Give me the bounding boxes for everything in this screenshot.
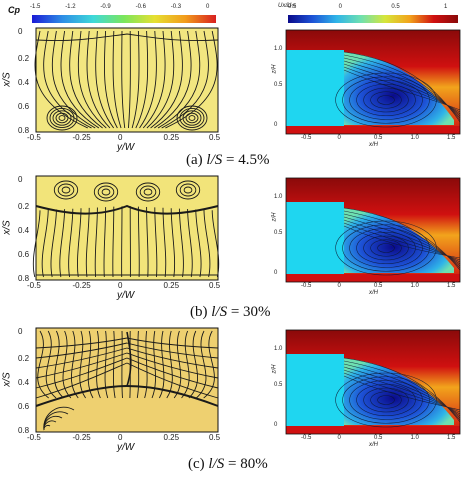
field-y-tick-label: 1.0 xyxy=(274,194,283,200)
cp-colorbar-label: Cp xyxy=(8,5,20,15)
caption-value: = 30% xyxy=(230,304,271,320)
field-y-tick-label: 0.5 xyxy=(274,230,283,236)
cp-colorbar xyxy=(32,15,216,23)
colorbar-tick-label: -0.6 xyxy=(135,4,146,10)
surface-x-tick-label: 0.5 xyxy=(209,281,221,290)
surface-y-tick-label: 0.8 xyxy=(18,274,30,283)
field-x-axis-label: x/H xyxy=(369,442,378,448)
colorbar-tick-label: 0 xyxy=(338,4,342,10)
surface-x-tick-label: -0.25 xyxy=(72,133,91,142)
surface-x-tick-label: -0.25 xyxy=(72,281,91,290)
surface-y-tick-label: 0.2 xyxy=(18,54,30,63)
surface-y-tick-label: 0.6 xyxy=(18,250,30,259)
colorbar-tick-label: 0.5 xyxy=(391,4,400,10)
field-x-tick-label: -0.5 xyxy=(301,283,312,289)
caption-variable: l/S xyxy=(211,304,228,320)
field-x-tick-label: 1.5 xyxy=(447,283,456,289)
surface-y-tick-label: 0 xyxy=(18,327,23,336)
surface-y-tick-label: 0.8 xyxy=(18,426,30,435)
surface-x-tick-label: -0.5 xyxy=(27,133,41,142)
field-x-tick-label: 0 xyxy=(337,435,341,441)
surface-y-tick-label: 0.4 xyxy=(18,378,30,387)
field-x-axis-label: x/H xyxy=(369,142,378,148)
colorbar-tick-label: -1.2 xyxy=(65,4,76,10)
surface-streamline-plot xyxy=(35,327,219,433)
caption-label: (b) xyxy=(190,304,212,320)
surface-y-tick-label: 0.4 xyxy=(18,226,30,235)
surface-x-axis-label: y/W xyxy=(117,142,135,153)
surface-y-tick-label: 0.2 xyxy=(18,202,30,211)
surface-x-tick-label: 0 xyxy=(118,433,123,442)
surface-y-tick-label: 0.6 xyxy=(18,402,30,411)
field-y-tick-label: 0 xyxy=(274,122,278,128)
field-y-tick-label: 0.5 xyxy=(274,82,283,88)
surface-x-tick-label: 0.5 xyxy=(209,433,221,442)
surface-y-axis-label: x/S xyxy=(1,72,13,87)
surface-y-tick-label: 0 xyxy=(18,27,23,36)
caption-label: (c) xyxy=(188,456,209,472)
surface-x-tick-label: 0.25 xyxy=(163,133,180,142)
surface-y-tick-label: 0.2 xyxy=(18,354,30,363)
surface-x-axis-label: y/W xyxy=(117,442,135,453)
ux-colorbar-label: Ux/U∞ xyxy=(278,3,296,9)
field-y-axis-label: z/H xyxy=(271,212,278,222)
surface-y-tick-label: 0.4 xyxy=(18,78,30,87)
field-x-tick-label: 0.5 xyxy=(374,283,383,289)
field-x-tick-label: 1.0 xyxy=(410,435,419,441)
field-x-tick-label: 0.5 xyxy=(374,135,383,141)
field-x-tick-label: 1.0 xyxy=(410,135,419,141)
surface-x-tick-label: -0.5 xyxy=(27,281,41,290)
field-x-tick-label: -0.5 xyxy=(301,135,312,141)
caption-label: (a) xyxy=(186,152,207,168)
surface-x-tick-label: 0 xyxy=(118,133,123,142)
surface-x-tick-label: 0.5 xyxy=(209,133,221,142)
colorbar-tick-label: -0.5 xyxy=(286,4,297,10)
caption-variable: l/S xyxy=(208,456,225,472)
field-x-axis-label: x/H xyxy=(369,290,378,296)
ux-colorbar xyxy=(288,15,458,23)
field-x-tick-label: 1.0 xyxy=(410,283,419,289)
surface-x-axis-label: y/W xyxy=(117,290,135,301)
field-x-tick-label: 0.5 xyxy=(374,435,383,441)
field-x-tick-label: 1.5 xyxy=(447,435,456,441)
surface-x-tick-label: -0.25 xyxy=(72,433,91,442)
surface-x-tick-label: -0.5 xyxy=(27,433,41,442)
velocity-field-plot xyxy=(285,177,461,283)
surface-y-tick-label: 0 xyxy=(18,175,23,184)
surface-streamline-plot xyxy=(32,175,220,281)
surface-x-tick-label: 0 xyxy=(118,281,123,290)
surface-streamline-plot xyxy=(34,27,219,133)
caption-value: = 80% xyxy=(228,456,268,472)
colorbar-tick-label: -0.9 xyxy=(100,4,111,10)
field-x-tick-label: 1.5 xyxy=(447,135,456,141)
colorbar-tick-label: -0.3 xyxy=(170,4,182,10)
field-y-tick-label: 0 xyxy=(274,270,278,276)
colorbar-tick-label: 0 xyxy=(206,4,210,10)
surface-y-axis-label: x/S xyxy=(1,372,13,387)
field-y-axis-label: z/H xyxy=(271,64,278,74)
surface-x-tick-label: 0.25 xyxy=(163,433,180,442)
panel-caption: (c) l/S = 80% xyxy=(188,456,268,473)
colorbar-tick-label: 1 xyxy=(444,4,448,10)
surface-y-tick-label: 0.8 xyxy=(18,126,30,135)
velocity-field-plot xyxy=(285,329,461,435)
field-x-tick-label: 0 xyxy=(337,135,341,141)
field-x-tick-label: -0.5 xyxy=(301,435,312,441)
caption-variable: l/S xyxy=(206,152,223,168)
panel-caption: (b) l/S = 30% xyxy=(190,304,271,321)
surface-x-tick-label: 0.25 xyxy=(163,281,180,290)
field-y-tick-label: 1.0 xyxy=(274,346,283,352)
field-y-tick-label: 1.0 xyxy=(274,46,283,52)
field-y-tick-label: 0 xyxy=(274,422,278,428)
panel-caption: (a) l/S = 4.5% xyxy=(186,152,269,169)
surface-y-tick-label: 0.6 xyxy=(18,102,30,111)
field-y-axis-label: z/H xyxy=(271,364,278,374)
velocity-field-plot xyxy=(285,29,461,135)
surface-y-axis-label: x/S xyxy=(1,220,13,235)
field-y-tick-label: 0.5 xyxy=(274,382,283,388)
field-x-tick-label: 0 xyxy=(337,283,341,289)
caption-value: = 4.5% xyxy=(226,152,270,168)
colorbar-tick-label: -1.5 xyxy=(30,4,41,10)
